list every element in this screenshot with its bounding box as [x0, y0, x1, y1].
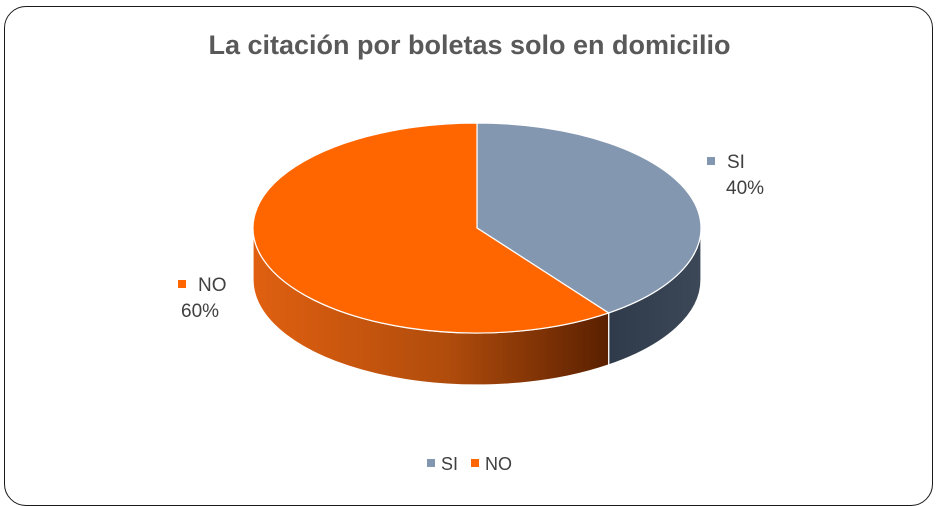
data-label-no-name: NO	[198, 275, 227, 296]
data-label-no-percent: 60%	[181, 301, 220, 322]
data-label-no: NO 60%	[178, 273, 227, 325]
legend-entry-no: NO	[471, 454, 512, 475]
pie-slice-no	[252, 122, 611, 334]
legend-label-no: NO	[485, 454, 513, 474]
data-label-si: SI 40%	[707, 150, 764, 202]
legend-swatch-si	[426, 459, 435, 468]
legend-label-si: SI	[440, 454, 458, 474]
chart-title: La citación por boletas solo en domicili…	[208, 30, 731, 60]
legend-swatch-no	[471, 459, 480, 468]
chart-legend: SI NO	[0, 454, 939, 475]
data-label-si-percent: 40%	[726, 178, 765, 199]
data-label-no-swatch	[178, 279, 186, 288]
legend-entry-si: SI	[426, 454, 458, 475]
pie-slice-si	[476, 122, 702, 314]
data-label-si-swatch	[707, 156, 715, 165]
data-label-si-name: SI	[727, 152, 745, 173]
